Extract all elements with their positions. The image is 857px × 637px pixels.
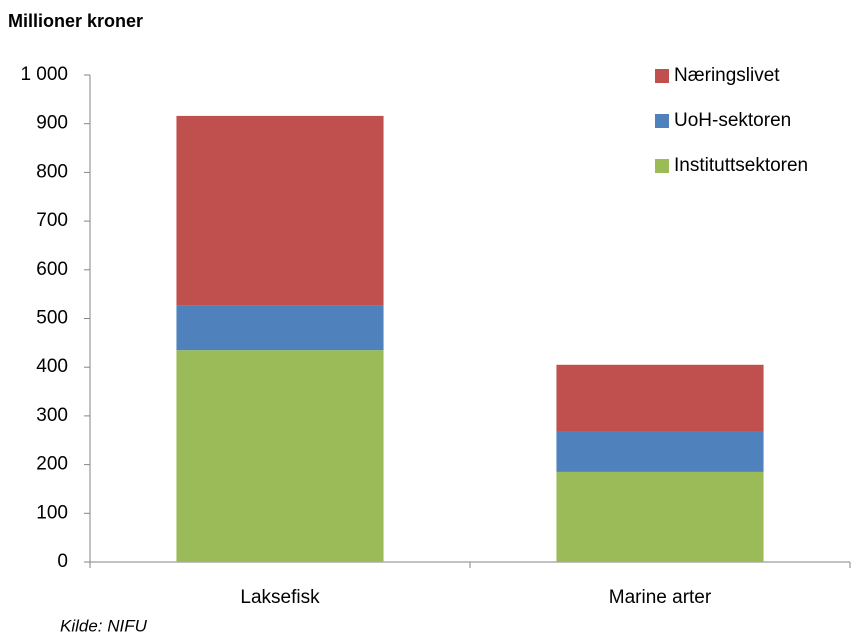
y-tick-label: 400 — [36, 356, 68, 377]
y-tick-label: 900 — [36, 113, 68, 134]
legend-swatch — [655, 114, 669, 128]
x-tick-label: Marine arter — [609, 587, 712, 608]
legend-label: UoH-sektoren — [674, 110, 791, 131]
chart-title: Millioner kroner — [8, 11, 143, 31]
y-tick-label: 300 — [36, 405, 68, 426]
y-tick-label: 500 — [36, 308, 68, 329]
legend-label: Næringslivet — [674, 65, 780, 86]
y-tick-label: 800 — [36, 161, 68, 182]
legend-swatch — [655, 159, 669, 173]
legend-swatch — [655, 69, 669, 83]
source: Kilde: NIFU — [60, 616, 148, 635]
bar-segment — [176, 350, 384, 562]
y-tick-label: 0 — [57, 551, 68, 572]
legend-label: Instituttsektoren — [674, 155, 808, 176]
bar-segment — [176, 305, 384, 351]
y-tick-label: 700 — [36, 210, 68, 231]
x-tick-label: Laksefisk — [240, 587, 320, 608]
y-tick-label: 200 — [36, 454, 68, 475]
bar-segment — [556, 364, 764, 431]
bar-segment — [556, 430, 764, 472]
y-tick-label: 1 000 — [20, 64, 68, 85]
bar-segment — [556, 471, 764, 562]
bar-segment — [176, 115, 384, 306]
y-tick-label: 100 — [36, 502, 68, 523]
y-tick-label: 600 — [36, 259, 68, 280]
